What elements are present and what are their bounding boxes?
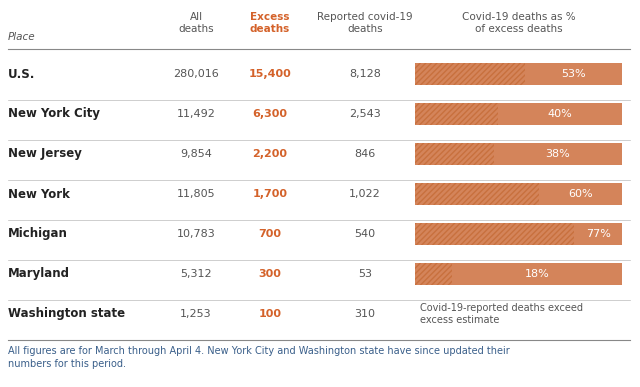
Text: 2,543: 2,543 [349, 109, 381, 119]
Text: 11,805: 11,805 [177, 189, 215, 199]
Text: All
deaths: All deaths [178, 12, 214, 34]
Bar [415, 183, 622, 205]
Text: 38%: 38% [545, 149, 570, 159]
Bar [415, 143, 622, 165]
Text: 2,200: 2,200 [253, 149, 287, 159]
Text: 60%: 60% [568, 189, 593, 199]
Text: Michigan: Michigan [8, 228, 68, 240]
Text: 10,783: 10,783 [177, 229, 216, 239]
Text: 540: 540 [355, 229, 376, 239]
Text: 77%: 77% [586, 229, 611, 239]
Text: 53: 53 [358, 269, 372, 279]
Text: 1,022: 1,022 [349, 189, 381, 199]
Bar [415, 143, 493, 165]
Bar [415, 263, 622, 285]
Text: 5,312: 5,312 [180, 269, 212, 279]
Text: 280,016: 280,016 [173, 69, 219, 79]
Text: 300: 300 [259, 269, 282, 279]
Bar [415, 63, 622, 85]
Text: Covid-19-reported deaths exceed
excess estimate: Covid-19-reported deaths exceed excess e… [420, 303, 583, 325]
Text: Excess
deaths: Excess deaths [250, 12, 290, 34]
Text: 1,253: 1,253 [180, 309, 212, 319]
Text: 15,400: 15,400 [248, 69, 291, 79]
Text: New York City: New York City [8, 108, 100, 120]
Text: 53%: 53% [561, 69, 586, 79]
Bar [415, 223, 574, 245]
Bar [415, 103, 498, 125]
Bar [415, 183, 540, 205]
Text: 310: 310 [355, 309, 376, 319]
Text: New Jersey: New Jersey [8, 147, 82, 161]
Text: 18%: 18% [525, 269, 550, 279]
Text: Place: Place [8, 32, 36, 42]
Text: All figures are for March through April 4. New York City and Washington state ha: All figures are for March through April … [8, 346, 509, 369]
Text: 1,700: 1,700 [253, 189, 287, 199]
Text: 8,128: 8,128 [349, 69, 381, 79]
Text: 846: 846 [355, 149, 376, 159]
Text: Reported covid-19
deaths: Reported covid-19 deaths [317, 12, 413, 34]
Text: 6,300: 6,300 [253, 109, 287, 119]
Text: 40%: 40% [548, 109, 572, 119]
Text: 700: 700 [259, 229, 282, 239]
Text: Washington state: Washington state [8, 308, 125, 320]
Bar [415, 223, 622, 245]
Text: 100: 100 [259, 309, 282, 319]
Text: New York: New York [8, 187, 70, 200]
Text: 9,854: 9,854 [180, 149, 212, 159]
Text: 11,492: 11,492 [177, 109, 216, 119]
Text: Covid-19 deaths as %
of excess deaths: Covid-19 deaths as % of excess deaths [461, 12, 575, 34]
Bar [415, 263, 452, 285]
Text: Maryland: Maryland [8, 267, 70, 281]
Bar [415, 103, 622, 125]
Bar [415, 63, 525, 85]
Text: U.S.: U.S. [8, 67, 35, 80]
